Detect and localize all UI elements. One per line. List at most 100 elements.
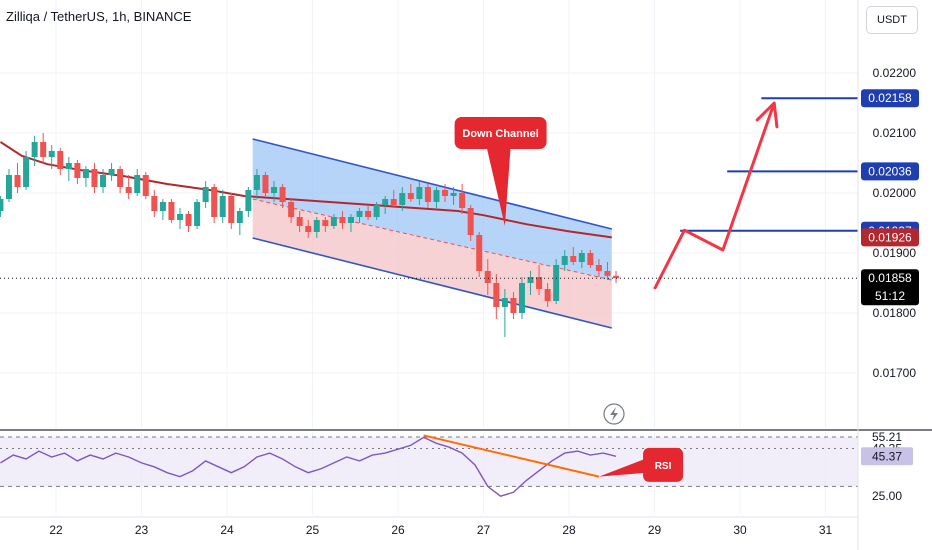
y-tick-label: 0.02100 (873, 126, 917, 140)
candle-body (390, 199, 397, 205)
candle-body (48, 151, 55, 157)
candle-body (236, 211, 243, 223)
lightning-icon[interactable] (603, 403, 625, 425)
rsi-value-badge (861, 447, 913, 466)
callout-text: Down Channel (462, 128, 538, 140)
candle-body (587, 253, 594, 265)
candle-body (356, 211, 363, 217)
candle-body (40, 142, 47, 157)
candle-body (5, 175, 12, 199)
candle-body (416, 187, 423, 199)
rsi-value-label: 45.37 (872, 449, 902, 463)
candle-body (536, 277, 543, 289)
rsi-callout-text: RSI (655, 461, 672, 472)
projection-arrow (653, 101, 779, 290)
candle-body (117, 169, 124, 187)
candle-body (484, 271, 491, 283)
candle-body (211, 187, 218, 217)
candle-body (288, 202, 295, 217)
candle-body (296, 217, 303, 226)
candle-body (347, 217, 354, 223)
candle-body (544, 289, 551, 301)
channel-mid-line (252, 198, 612, 281)
candle-body (23, 157, 30, 187)
candle-body (279, 187, 286, 202)
candle-body (322, 220, 329, 226)
candle-body (228, 196, 235, 223)
symbol-title: Zilliqa / TetherUS, 1h, BINANCE (6, 9, 192, 24)
candle-body (330, 217, 337, 226)
x-tick-label: 27 (477, 523, 491, 537)
candle-body (82, 169, 89, 178)
candle-body (365, 211, 372, 217)
y-tick-label: 0.02200 (873, 66, 917, 80)
candle-body (185, 214, 192, 226)
rsi-tick-label: 55.21 (872, 430, 902, 444)
currency-button[interactable]: USDT (866, 6, 918, 34)
candle-body (142, 175, 149, 196)
x-tick-label: 23 (135, 523, 149, 537)
candle-body (501, 298, 508, 307)
candle-body (108, 169, 115, 175)
x-tick-label: 24 (220, 523, 234, 537)
price-label-text: 0.02036 (868, 164, 912, 178)
y-tick-label: 0.01800 (873, 306, 917, 320)
candle-body (493, 283, 500, 307)
price-label-text: 0.01858 (868, 271, 912, 285)
candle-body (31, 142, 38, 157)
candle-body (450, 193, 457, 196)
candle-body (433, 190, 440, 202)
candle-body (561, 256, 568, 265)
candle-body (74, 163, 81, 178)
lightning-icon-bolt (610, 407, 618, 421)
price-label-badge (861, 269, 919, 306)
candle-body (271, 187, 278, 193)
candlestick-series[interactable] (0, 133, 620, 337)
candle-body (527, 277, 534, 283)
candle-body (382, 199, 389, 205)
candle-body (553, 265, 560, 301)
candle-body (65, 163, 72, 169)
channel-upper-line (252, 138, 612, 230)
x-tick-label: 22 (49, 523, 63, 537)
rsi-line (0, 436, 617, 497)
candle-body (57, 151, 64, 169)
x-tick-label: 25 (306, 523, 320, 537)
y-tick-label: 0.01900 (873, 246, 917, 260)
price-label-badge (861, 162, 919, 181)
candle-body (578, 253, 585, 262)
candle-body (159, 202, 166, 211)
candle-body (305, 226, 312, 232)
candle-body (424, 187, 431, 202)
channel-lower-line (252, 237, 612, 329)
candle-body (467, 208, 474, 235)
candle-body (373, 205, 380, 217)
x-tick-label: 26 (391, 523, 405, 537)
candle-body (125, 187, 132, 193)
candle-body (0, 199, 4, 211)
callout-box (454, 117, 547, 149)
candle-body (313, 220, 320, 232)
price-label-badge (861, 228, 919, 247)
projection-path (653, 102, 776, 290)
x-tick-label: 31 (819, 523, 833, 537)
candle-body (407, 193, 414, 199)
candle-body (262, 175, 269, 193)
candle-body (339, 217, 346, 223)
candle-body (459, 193, 466, 208)
candle-body (219, 196, 226, 217)
candle-body (253, 175, 260, 190)
price-label-text: 0.02158 (868, 91, 912, 105)
rsi-callout-box (643, 447, 684, 482)
rsi-trendline (423, 434, 600, 478)
candle-body (91, 169, 98, 187)
candle-body (168, 202, 175, 220)
candle-body (570, 256, 577, 262)
x-tick-label: 28 (562, 523, 576, 537)
candle-body (595, 265, 602, 271)
candle-body (604, 271, 611, 276)
